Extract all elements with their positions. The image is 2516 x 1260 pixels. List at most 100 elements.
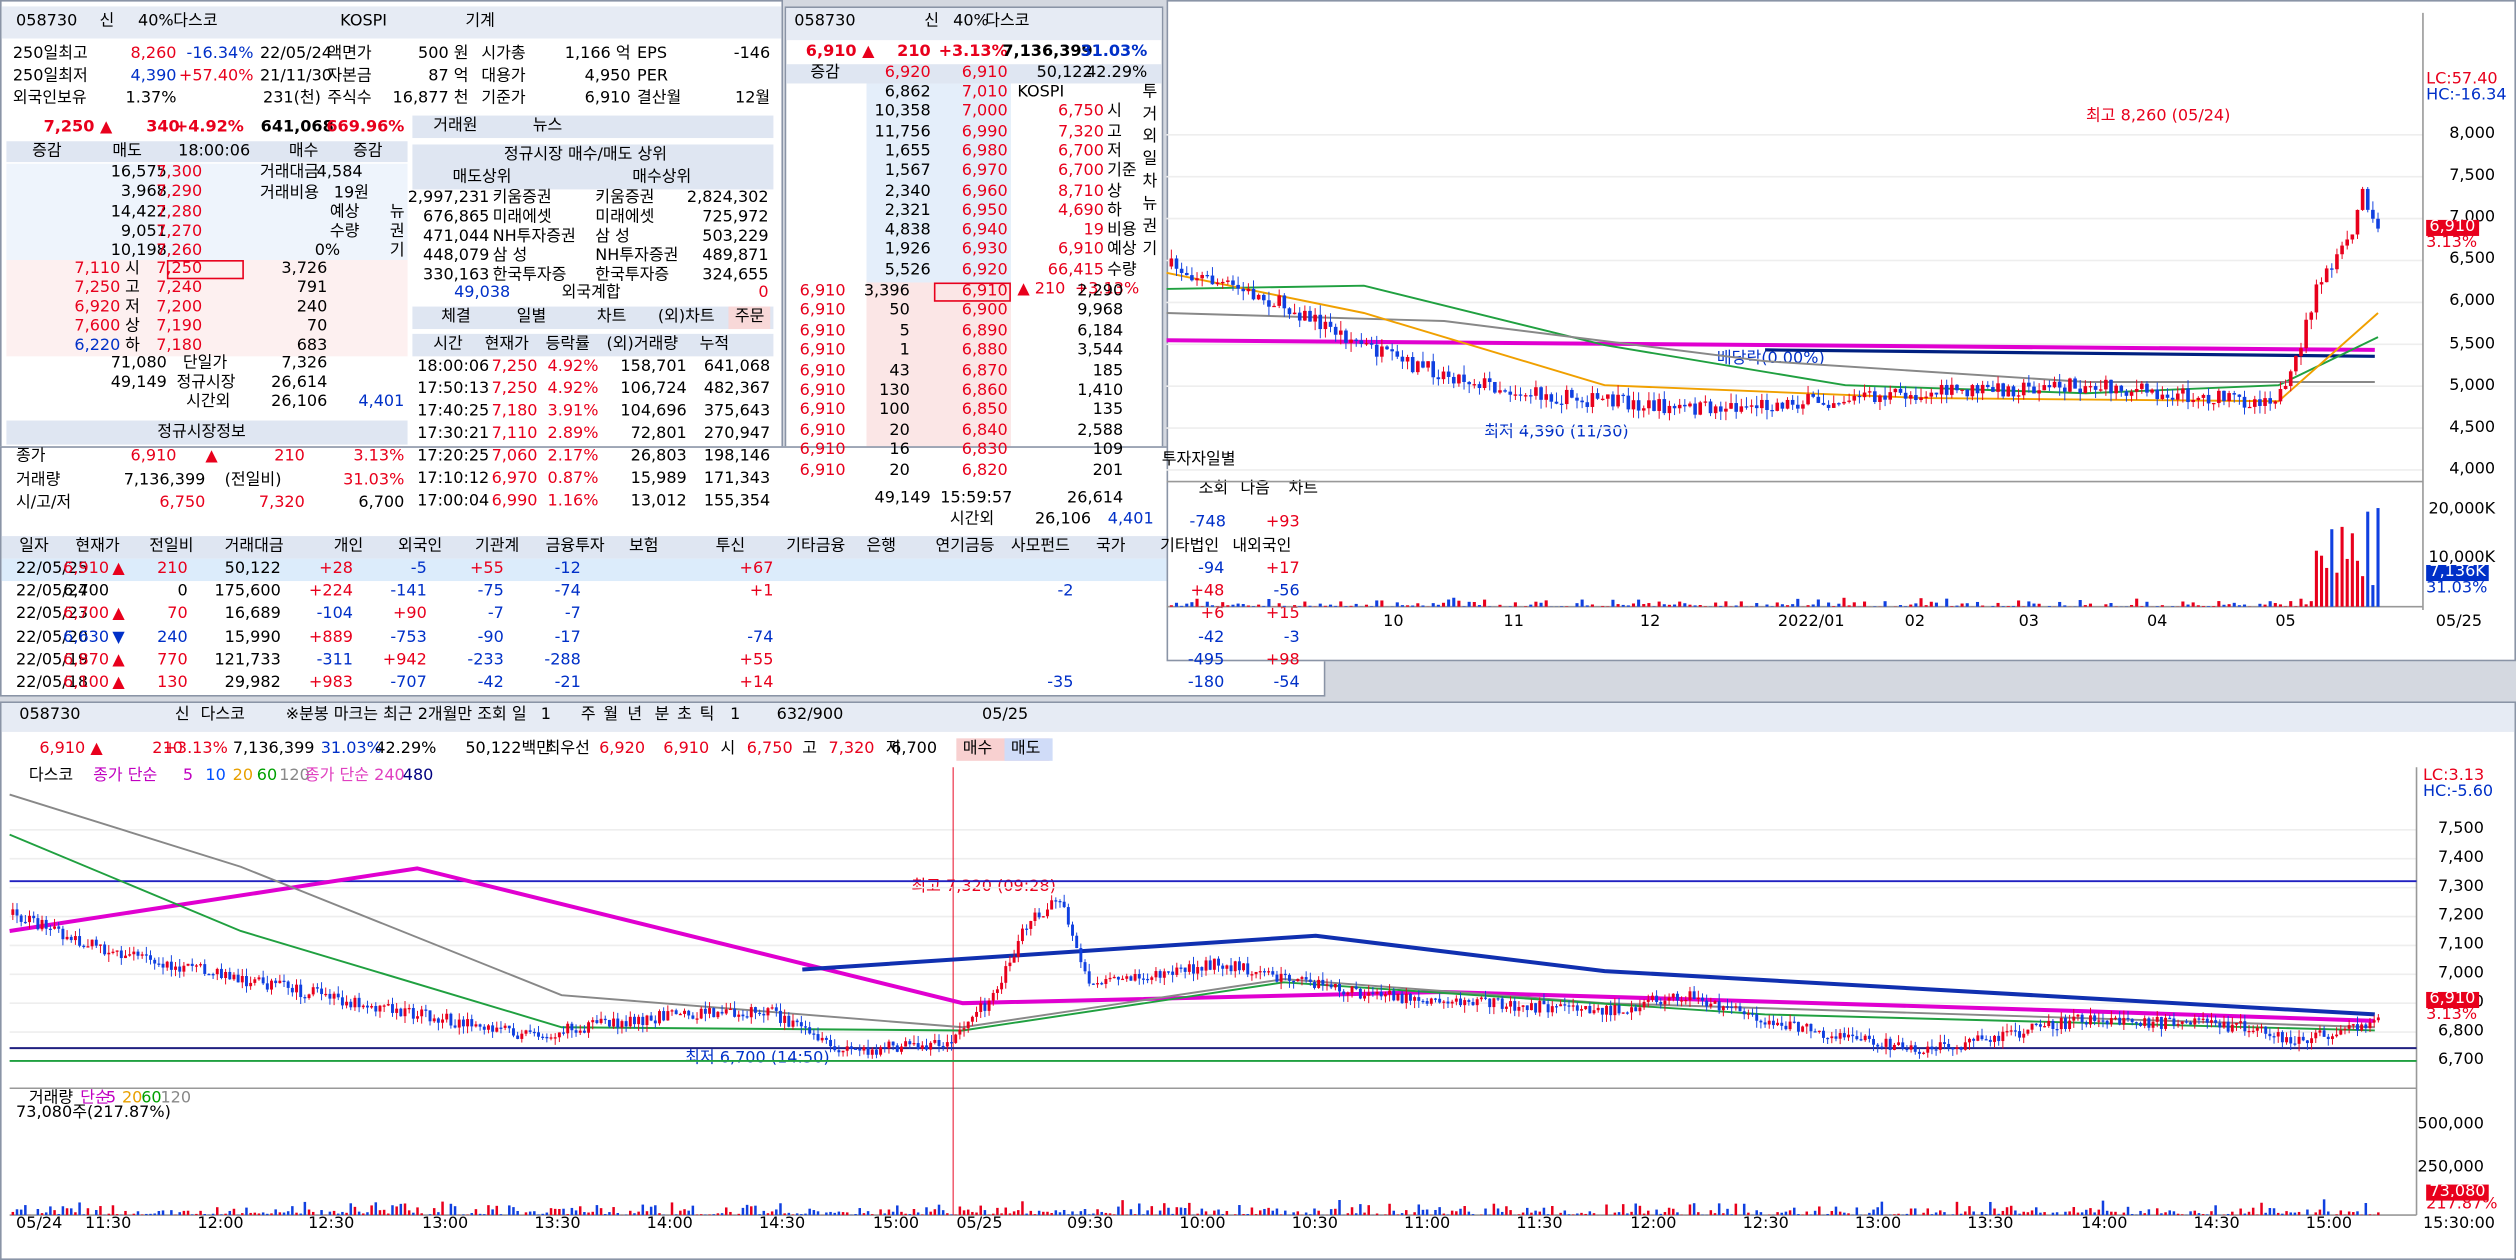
- tab[interactable]: 주문: [734, 308, 765, 326]
- volume-bar: [132, 1213, 136, 1216]
- volume-bar: [1551, 1206, 1554, 1216]
- volume-bar: [1975, 601, 1980, 607]
- button[interactable]: 다음: [1240, 479, 1270, 498]
- candle-body: [628, 1016, 632, 1027]
- toolbar-text: 05/25: [982, 706, 1029, 724]
- candle-body: [1287, 308, 1292, 315]
- label: 240: [296, 298, 328, 317]
- candle-body: [340, 997, 344, 1006]
- volume-bar: [2268, 1208, 2272, 1216]
- candle-body: [1611, 394, 1615, 407]
- moving-average: [1166, 312, 2375, 383]
- toolbar-text: KOSPI: [340, 12, 388, 31]
- label: 16: [889, 441, 910, 460]
- y-tick-label: 6,800: [2437, 1022, 2484, 1041]
- order-tab[interactable]: [728, 306, 771, 330]
- side-button[interactable]: 투: [1142, 83, 1158, 102]
- tab[interactable]: 뉴스: [532, 117, 563, 135]
- volume-bar: [178, 1212, 181, 1216]
- toolbar-text: 40%: [953, 12, 989, 31]
- tab[interactable]: 거래원: [433, 117, 478, 135]
- tab[interactable]: 투자자일별: [1161, 451, 1236, 469]
- label: 2,588: [1077, 421, 1124, 440]
- candle-body: [2364, 1024, 2368, 1029]
- button[interactable]: 조회: [1198, 479, 1229, 498]
- volume-bar: [2361, 576, 2365, 607]
- volume-bar: [2319, 555, 2324, 607]
- candle-body: [745, 1016, 749, 1018]
- candle-body: [1926, 1046, 1930, 1053]
- label: 121,733: [214, 651, 281, 670]
- label: 1,926: [884, 241, 931, 260]
- volume-bar: [712, 1214, 715, 1216]
- volume-bar: [2055, 1212, 2059, 1216]
- volume-bar: [190, 1214, 194, 1216]
- candle-body: [495, 1027, 499, 1032]
- side-button[interactable]: 외: [1142, 128, 1158, 147]
- volume-bar: [825, 1212, 828, 1216]
- side-button[interactable]: 거: [1142, 105, 1158, 124]
- label: 6,910 ▲: [39, 739, 103, 758]
- candle-body: [57, 926, 61, 929]
- candle-body: [1434, 998, 1437, 1000]
- candle-body: [1784, 1025, 1788, 1030]
- volume-bar: [1267, 598, 1271, 607]
- volume-bar: [432, 1208, 436, 1216]
- volume-bar: [1755, 1210, 1758, 1216]
- tab[interactable]: 일별: [516, 308, 547, 326]
- volume-bar: [1226, 605, 1230, 607]
- volume-bar: [1883, 601, 1887, 607]
- side-button[interactable]: 기: [1142, 240, 1158, 259]
- volume-bar: [2273, 603, 2277, 607]
- volume-bar: [1730, 1214, 1733, 1216]
- tab[interactable]: (외)차트: [657, 308, 715, 326]
- volume-bar: [99, 1206, 102, 1216]
- side-button[interactable]: 뉴: [389, 203, 405, 222]
- x-tick-label: 05: [2275, 613, 2296, 631]
- side-button[interactable]: 차: [1142, 173, 1158, 192]
- volume-bar: [1046, 1211, 1049, 1216]
- candle-body: [1477, 384, 1482, 389]
- candle-body: [1446, 1001, 1450, 1004]
- side-button[interactable]: 권: [389, 223, 405, 241]
- label: +55: [469, 560, 504, 578]
- candle-body: [1913, 1045, 1917, 1052]
- candle-body: [2168, 1017, 2172, 1020]
- candle-body: [2175, 393, 2180, 400]
- candle-body: [1693, 403, 1697, 415]
- candle-body: [841, 1050, 845, 1053]
- candle-body: [1584, 1006, 1588, 1010]
- candle-body: [1847, 400, 1851, 402]
- label: 증감: [810, 64, 840, 82]
- side-button[interactable]: 기: [389, 242, 405, 261]
- candle-body: [820, 1037, 824, 1041]
- candle-body: [2347, 1025, 2351, 1029]
- button[interactable]: 차트: [1288, 479, 1319, 498]
- candle-body: [111, 951, 115, 953]
- candle-body: [324, 993, 328, 996]
- candle-body: [445, 1013, 449, 1020]
- candle-body: [1811, 394, 1815, 397]
- volume-bar: [1544, 600, 1548, 607]
- volume-bar: [1972, 1211, 1975, 1216]
- candle-body: [2268, 1033, 2272, 1037]
- tab[interactable]: 차트: [596, 308, 627, 326]
- candle-body: [2252, 399, 2257, 407]
- candle-body: [2118, 1017, 2122, 1025]
- volume-bar: [2080, 1212, 2084, 1216]
- sell-button[interactable]: [1004, 738, 1053, 761]
- side-button[interactable]: 권: [1142, 218, 1158, 236]
- candle-body: [770, 1007, 774, 1009]
- volume-bar: [2201, 605, 2205, 607]
- side-button[interactable]: 뉴: [1142, 195, 1158, 214]
- candle-body: [1775, 402, 1780, 411]
- label: ▲: [112, 560, 125, 578]
- candle-body: [1395, 351, 1400, 357]
- candle-body: [1200, 274, 1204, 279]
- candle-body: [2299, 348, 2303, 356]
- volume-bar: [1438, 1207, 1441, 1216]
- tab[interactable]: 체결: [441, 308, 471, 326]
- volume-bar: [1472, 601, 1476, 607]
- candle-body: [1300, 977, 1304, 979]
- side-button[interactable]: 일: [1142, 150, 1158, 169]
